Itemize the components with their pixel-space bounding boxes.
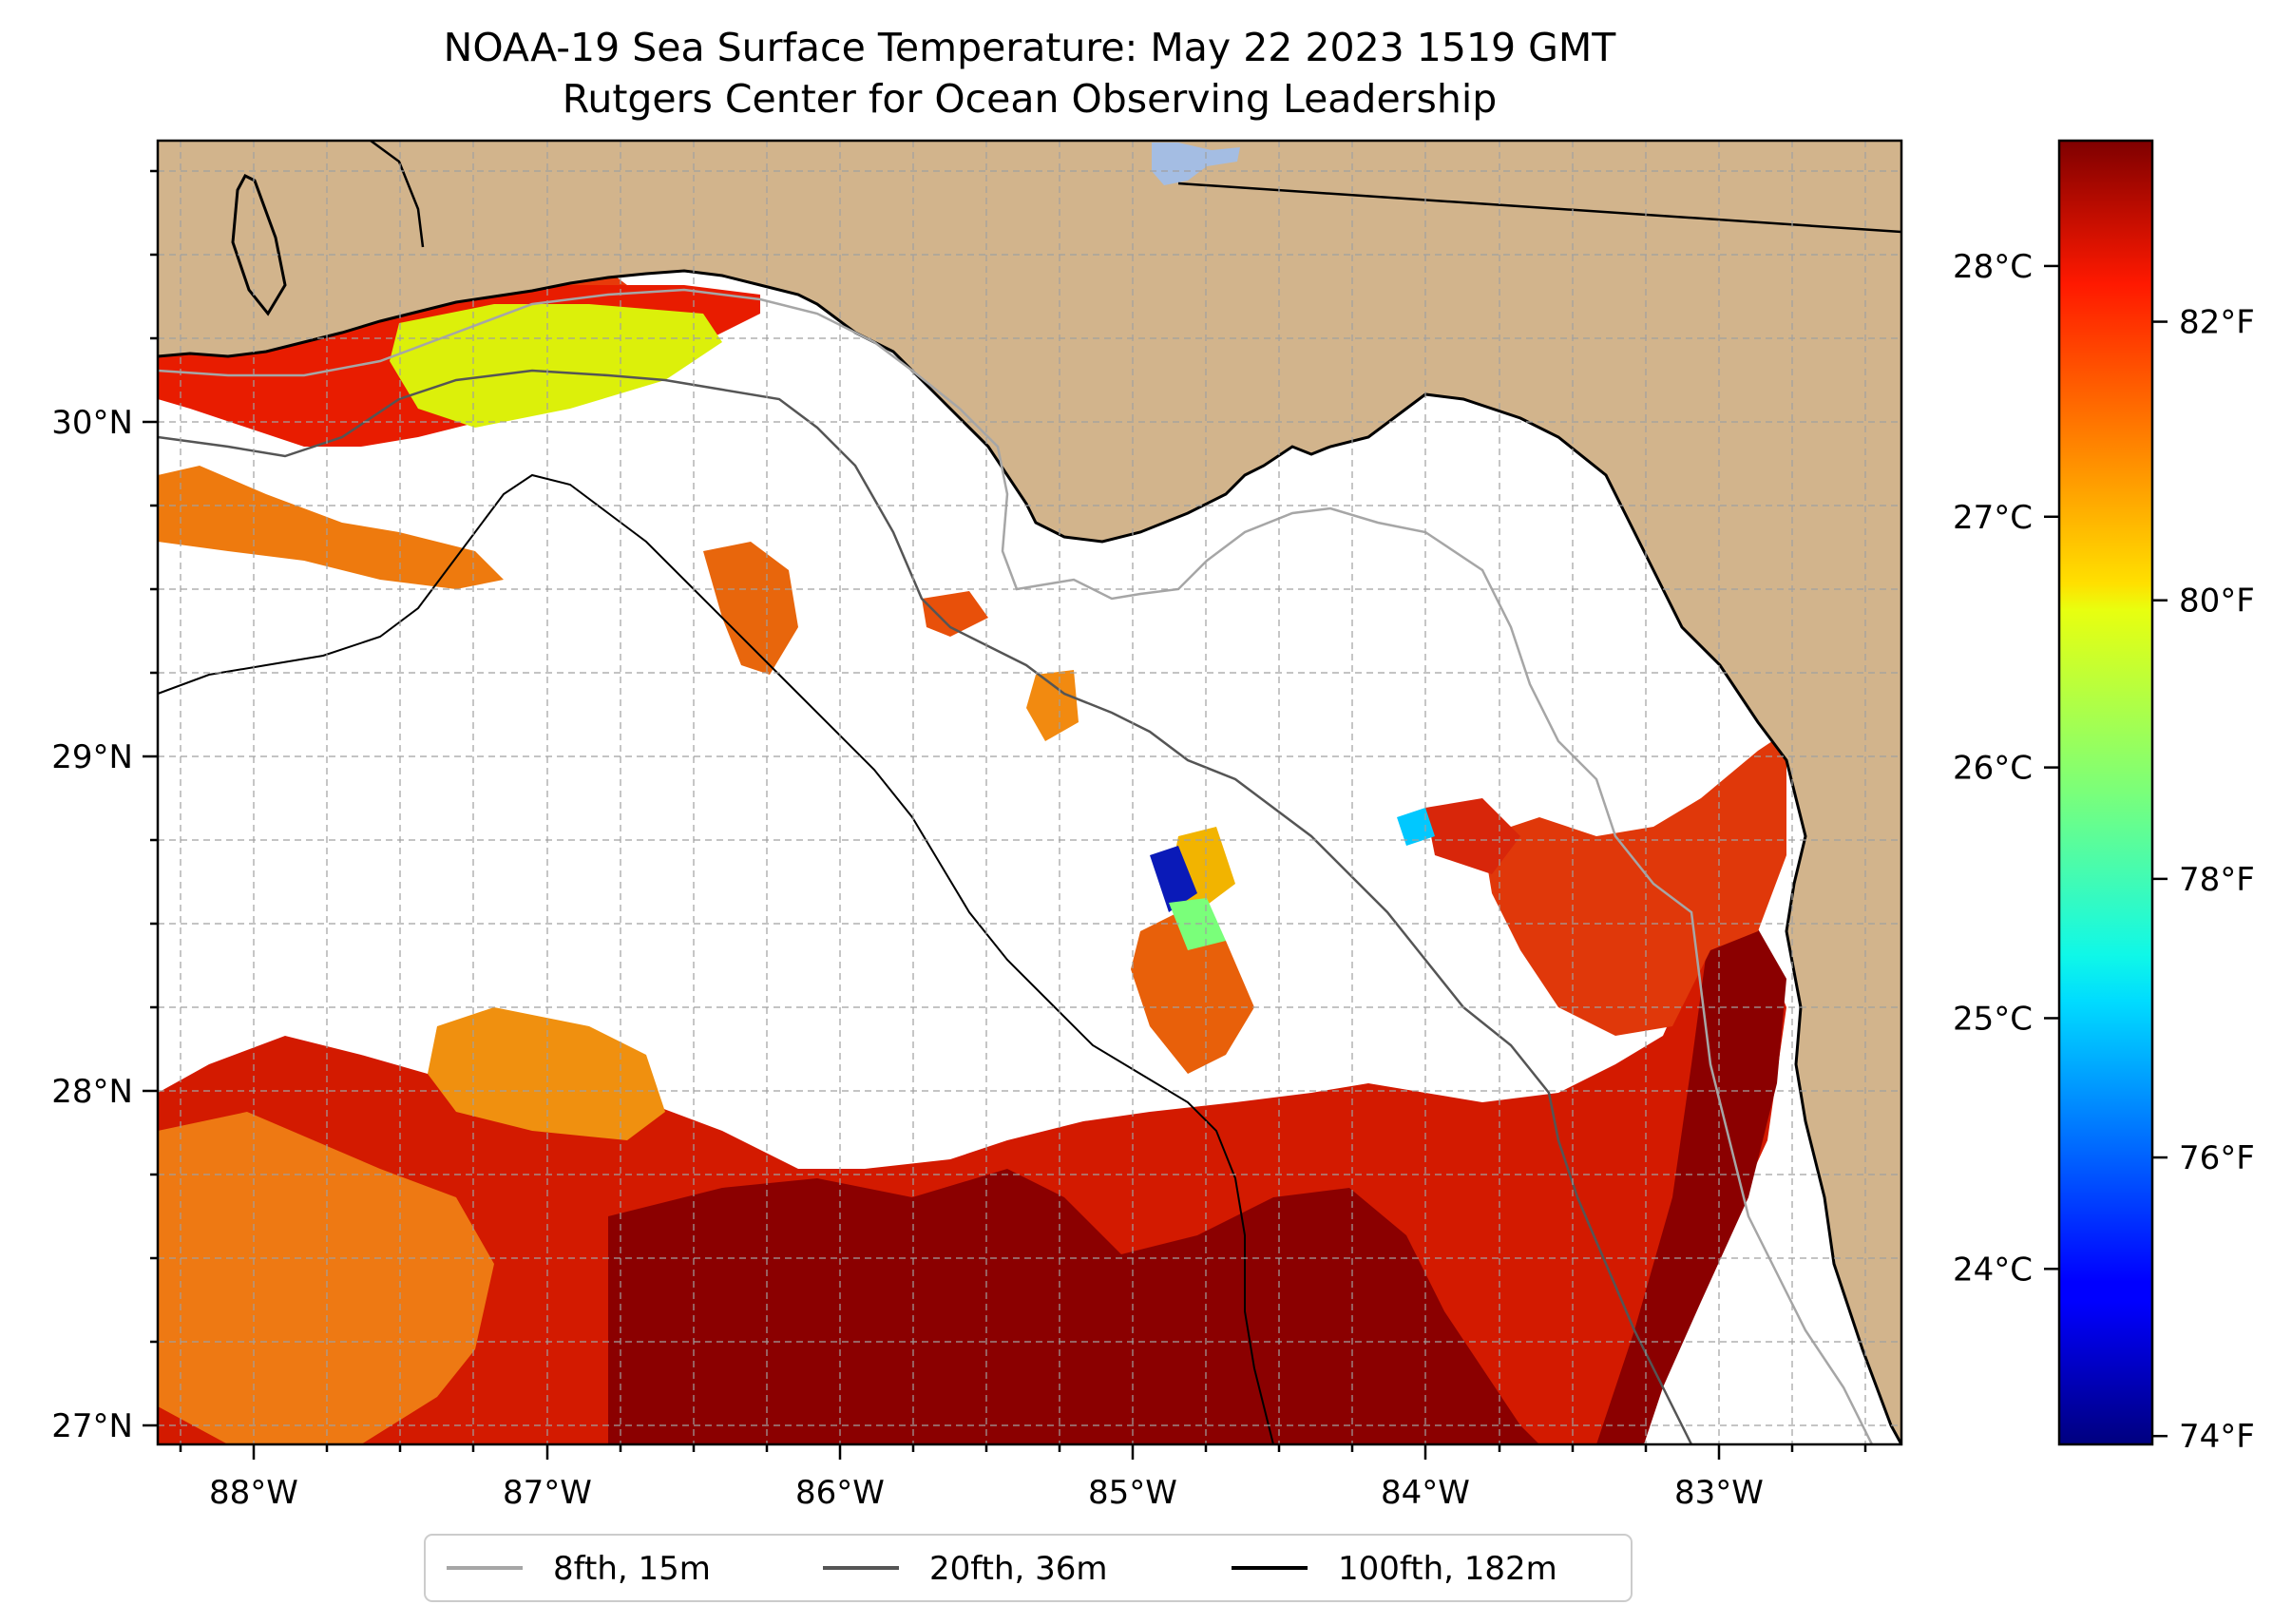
lon-label-83w: 83°W: [1674, 1474, 1764, 1512]
lon-label-85w: 85°W: [1088, 1474, 1177, 1512]
colorbar-label-f: 74°F: [2179, 1418, 2255, 1456]
grid-lines: [158, 141, 1901, 1444]
colorbar: [2057, 139, 2154, 1446]
colorbar-ticks: [2044, 264, 2168, 1438]
lon-label-84w: 84°W: [1381, 1474, 1470, 1512]
lat-label-29n: 29°N: [51, 738, 133, 776]
sst-small-patch-2: [1026, 670, 1079, 741]
sst-dark-red-band: [608, 1169, 1539, 1444]
lon-label-88w: 88°W: [209, 1474, 298, 1512]
sst-east-dark-red: [1596, 912, 1786, 1444]
sst-mid-orange: [428, 1007, 665, 1140]
sst-small-patch: [922, 591, 988, 637]
colorbar-label-c: 28°C: [1953, 248, 2033, 286]
colorbar-label-f: 78°F: [2179, 861, 2255, 899]
state-border-west: [370, 141, 425, 248]
coastline: [158, 269, 1901, 1444]
colorbar-label-f: 82°F: [2179, 304, 2255, 342]
lon-label-86w: 86°W: [795, 1474, 885, 1512]
map-frame: [156, 139, 1903, 1446]
colorbar-label-c: 25°C: [1953, 1000, 2033, 1038]
sst-east-patch: [1482, 732, 1786, 1036]
chart-subtitle: Rutgers Center for Ocean Observing Leade…: [562, 76, 1498, 122]
isobath-20fth: [158, 369, 1693, 1444]
lat-label-27n: 27°N: [51, 1407, 133, 1445]
colorbar-labels: 28°C 27°C 26°C 25°C 24°C 82°F 80°F 78°F 76°F 74°F: [1953, 248, 2255, 1456]
colorbar-label-f: 80°F: [2179, 583, 2255, 621]
colorbar-label-c: 24°C: [1953, 1251, 2033, 1289]
legend-label-8fth: 8fth, 15m: [553, 1550, 711, 1588]
lat-label-28n: 28°N: [51, 1073, 133, 1111]
lat-label-30n: 30°N: [51, 404, 133, 442]
lon-label-87w: 87°W: [503, 1474, 592, 1512]
axis-ticks: [143, 169, 1867, 1460]
land-mass: [158, 141, 1901, 1444]
colorbar-label-f: 76°F: [2179, 1139, 2255, 1177]
map-area: [158, 141, 1901, 1444]
legend-label-20fth: 20fth, 36m: [929, 1550, 1108, 1588]
sst-north-patch: [703, 542, 798, 675]
legend: 8fth, 15m 20fth, 36m 100fth, 182m: [447, 1550, 1557, 1588]
isobath-100fth: [158, 473, 1274, 1444]
sst-south-orange: [158, 1112, 494, 1444]
sst-central-patch: [1131, 912, 1254, 1074]
colorbar-label-c: 27°C: [1953, 499, 2033, 537]
sst-cold-patch: [1150, 846, 1197, 912]
legend-box: [424, 1534, 1633, 1602]
state-border: [1177, 182, 1901, 234]
chart-title: NOAA-19 Sea Surface Temperature: May 22 …: [443, 25, 1616, 70]
sst-east-patch-2: [1425, 798, 1520, 874]
lake-shape: [1152, 143, 1240, 185]
legend-label-100fth: 100fth, 182m: [1338, 1550, 1557, 1588]
sst-north-patch-2: [158, 466, 504, 589]
bay-outline: [231, 174, 287, 316]
isobath-8fth: [158, 288, 1874, 1444]
colorbar-label-c: 26°C: [1953, 750, 2033, 788]
